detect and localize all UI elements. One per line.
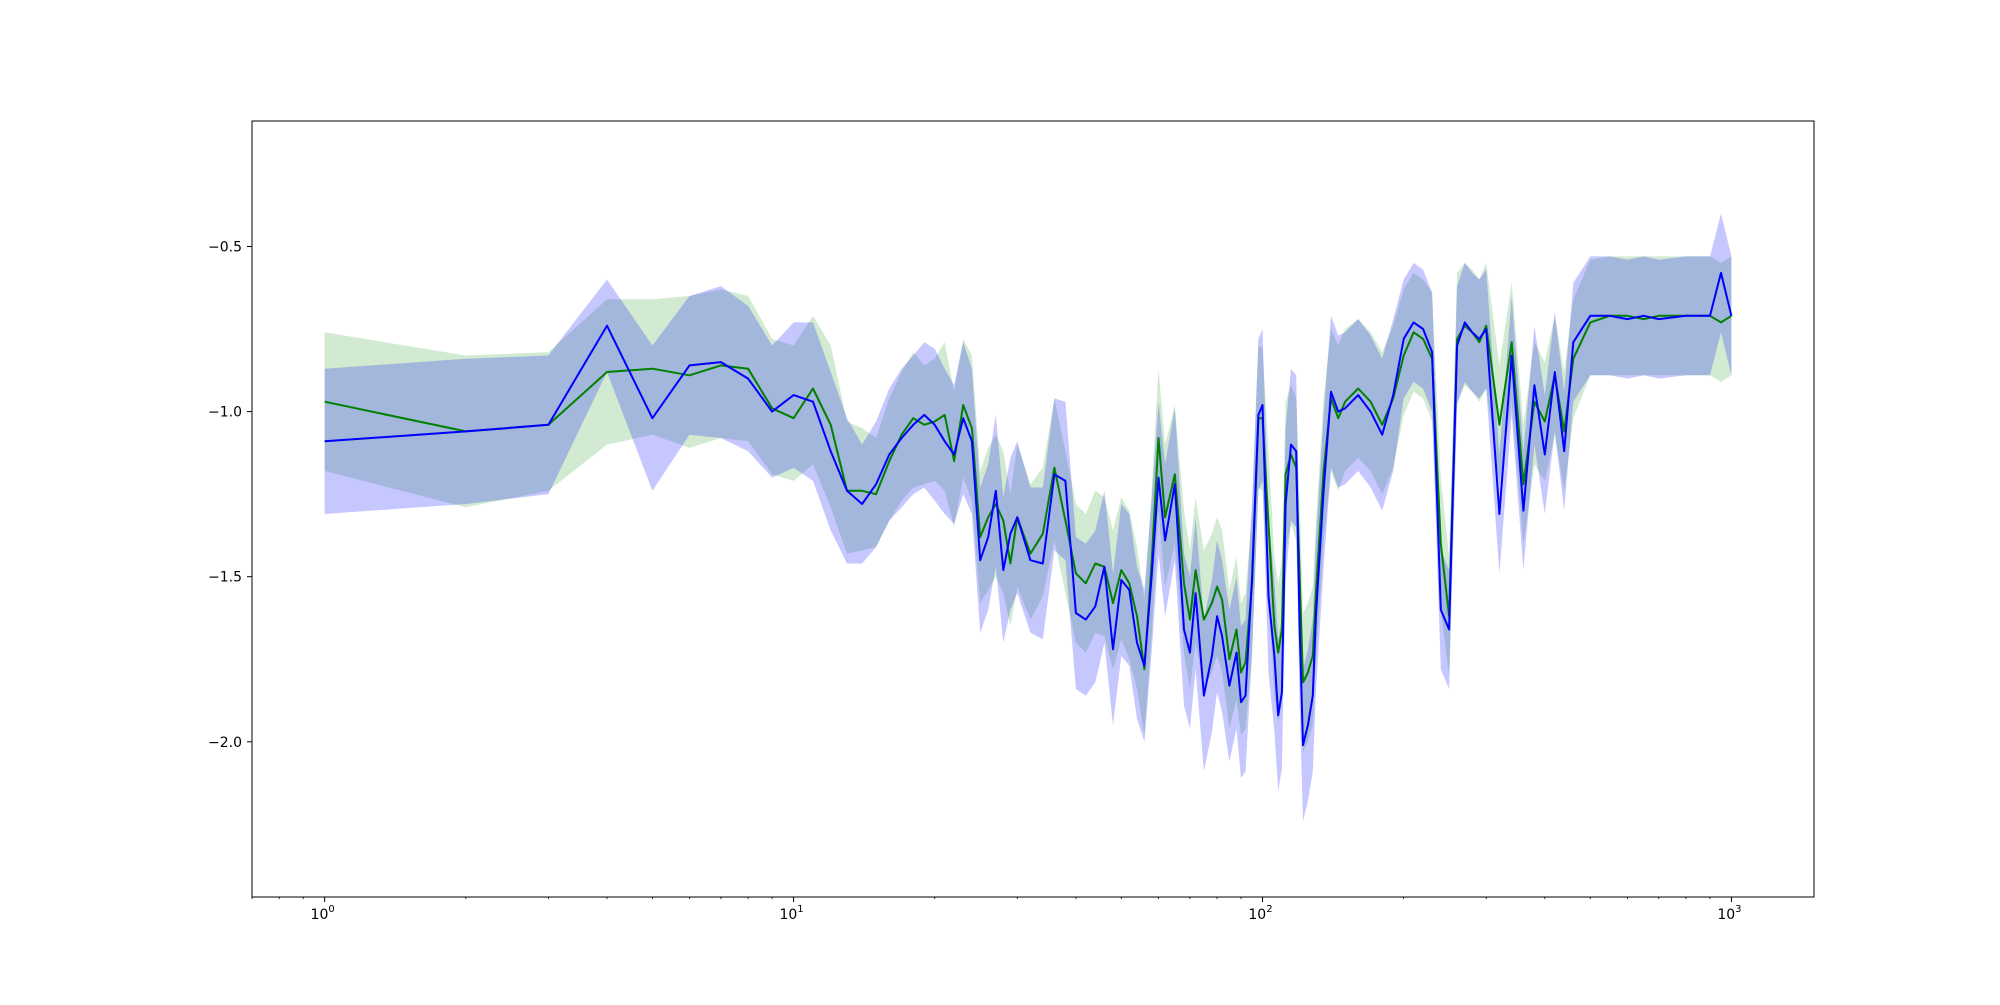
series-1-line <box>324 314 1732 684</box>
plot-area-frame <box>251 120 1815 898</box>
x-tick-label: 103 <box>1717 904 1741 923</box>
bands-layer <box>324 213 1732 822</box>
y-tick-label: −0.5 <box>208 239 242 255</box>
y-tick-label: −2.0 <box>208 735 242 751</box>
lines-layer <box>324 271 1733 747</box>
y-tick-label: −1.5 <box>208 570 242 586</box>
y-tick-label: −1.0 <box>208 405 242 421</box>
series-2-band <box>324 213 1732 822</box>
series-2-line <box>324 271 1733 747</box>
series-1-band <box>324 256 1732 752</box>
y-axis: −0.5 −1.0 −1.5 −2.0 <box>208 239 252 751</box>
x-tick-label: 101 <box>779 904 803 923</box>
x-tick-label: 100 <box>311 904 335 923</box>
x-axis: 100 101 102 103 <box>251 897 1742 923</box>
x-tick-label: 102 <box>1248 904 1272 923</box>
